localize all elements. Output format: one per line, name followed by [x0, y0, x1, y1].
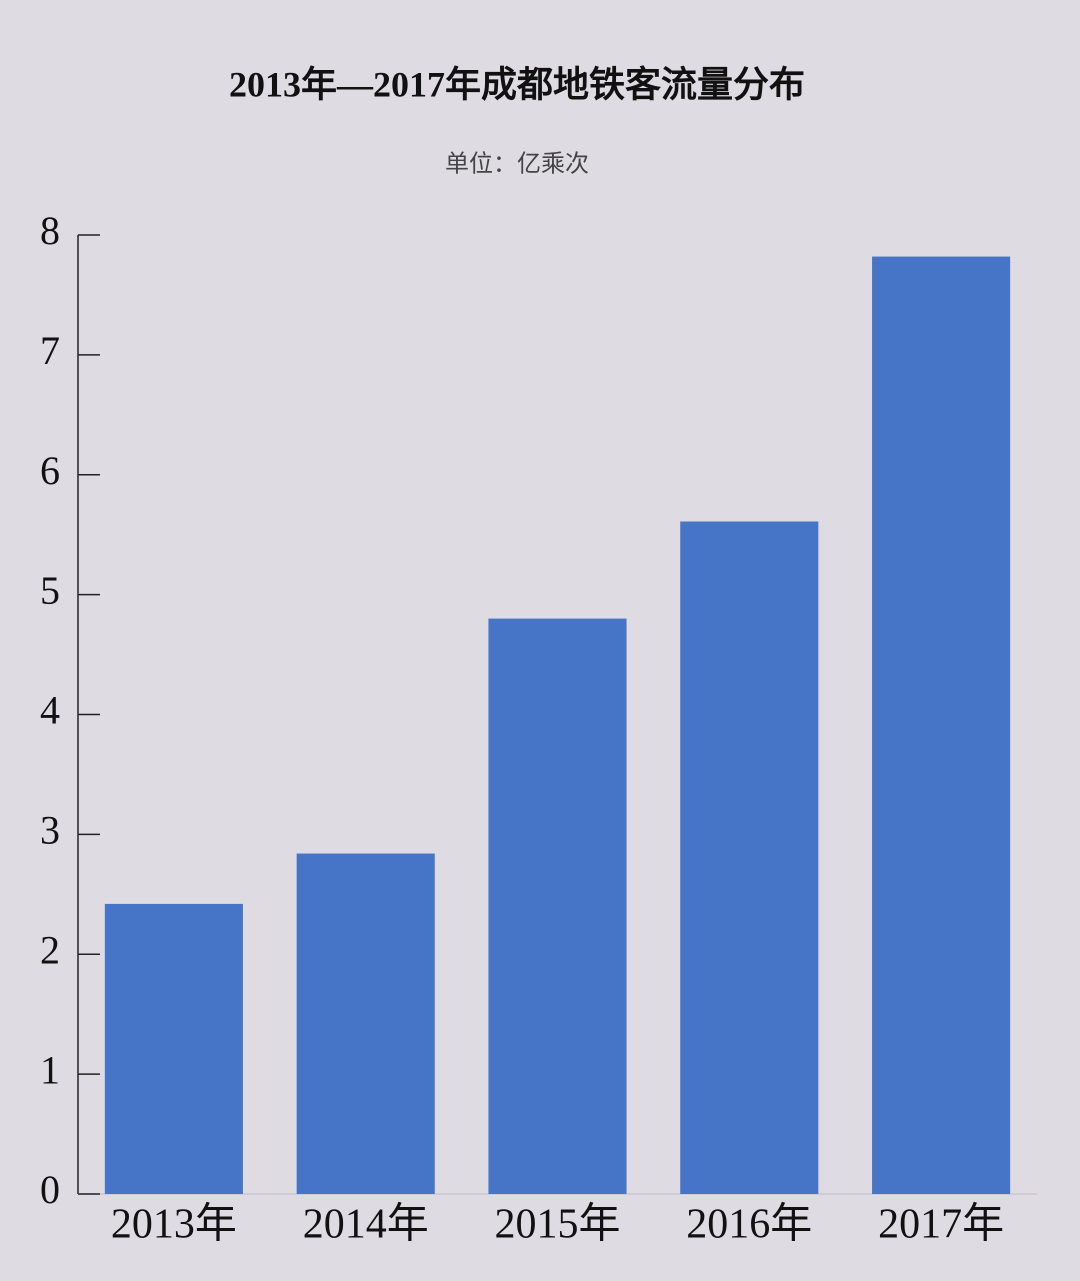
x-tick-label: 2016年 [686, 1201, 812, 1248]
x-tick-label: 2013年 [111, 1201, 237, 1248]
x-tick-label: 2015年 [494, 1201, 620, 1248]
x-tick-label: 2014年 [303, 1201, 429, 1248]
x-tick-label: 2017年 [878, 1201, 1004, 1248]
y-tick-label: 2 [40, 927, 60, 972]
chart-subtitle: 单位：亿乘次 [445, 151, 589, 178]
y-tick-label: 6 [40, 448, 60, 493]
y-tick-label: 7 [40, 328, 60, 373]
bar [296, 853, 435, 1194]
y-tick-label: 0 [40, 1167, 60, 1212]
y-tick-label: 5 [40, 568, 60, 613]
bar [680, 521, 819, 1194]
bar [872, 256, 1011, 1194]
y-tick-label: 4 [40, 688, 60, 733]
y-tick-label: 3 [40, 808, 60, 853]
y-tick-label: 8 [40, 208, 60, 253]
bar [104, 903, 243, 1194]
bar [488, 618, 627, 1194]
chart-title: 2013年—2017年成都地铁客流量分布 [229, 64, 805, 104]
y-tick-label: 1 [40, 1047, 60, 1092]
